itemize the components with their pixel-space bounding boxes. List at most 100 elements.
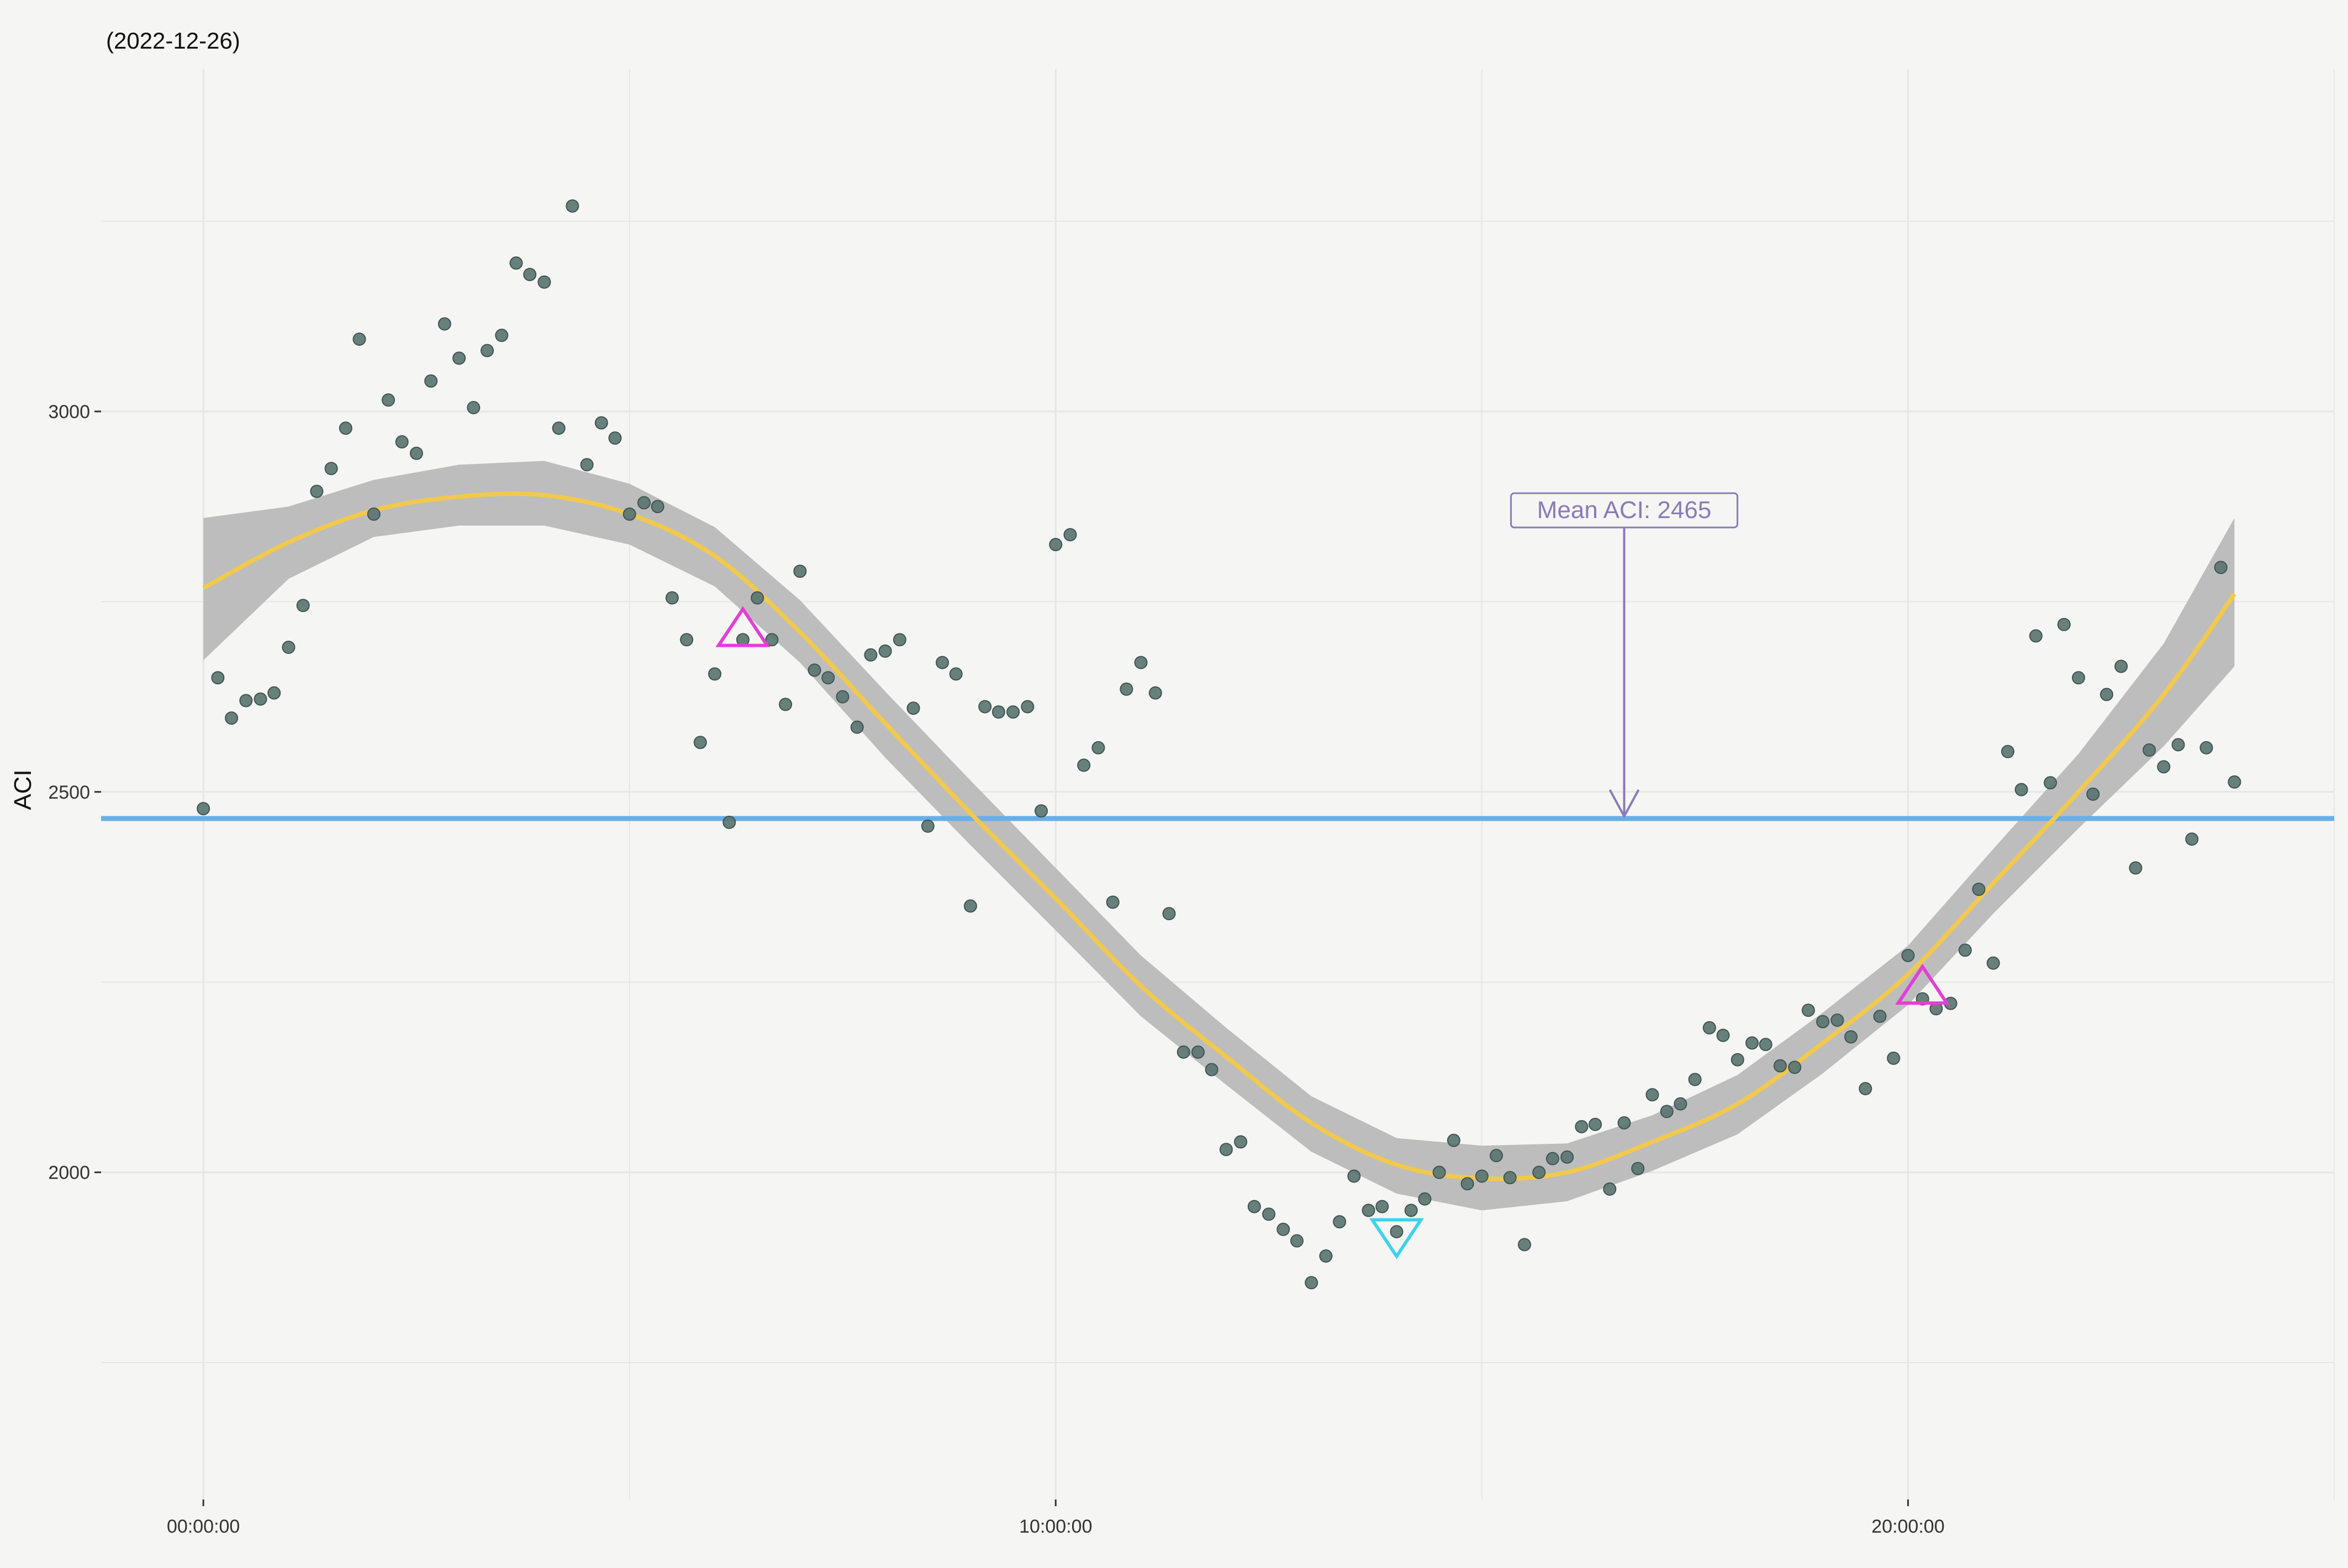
x-tick-label: 20:00:00 — [1871, 1516, 1944, 1537]
data-point — [808, 663, 821, 677]
data-point — [651, 500, 664, 514]
data-point — [1503, 1171, 1517, 1185]
data-point — [991, 705, 1005, 719]
y-tick-label: 2000 — [48, 1163, 90, 1184]
data-point — [1120, 682, 1133, 696]
data-point — [1475, 1169, 1489, 1183]
data-point — [310, 484, 324, 498]
data-point — [1375, 1200, 1389, 1213]
data-point — [1560, 1150, 1574, 1164]
data-point — [1219, 1143, 1233, 1157]
data-point — [580, 458, 594, 472]
data-point — [2171, 738, 2185, 752]
data-point — [1716, 1028, 1730, 1042]
data-point — [722, 815, 736, 829]
smooth-line-group — [202, 491, 2236, 1181]
data-point — [1106, 895, 1120, 909]
data-point — [1035, 804, 1048, 818]
plot-background — [101, 69, 2334, 1500]
data-points — [197, 199, 2241, 1290]
mean-label-text: Mean ACI: 2465 — [1537, 497, 1712, 524]
data-point — [1404, 1203, 1418, 1217]
data-point — [2214, 561, 2228, 574]
data-point — [978, 700, 992, 714]
data-point — [1418, 1192, 1432, 1206]
data-point — [1148, 686, 1162, 700]
data-point — [1759, 1038, 1772, 1052]
trough-marker — [1369, 1218, 1424, 1260]
data-point — [1490, 1149, 1503, 1163]
data-point — [1745, 1036, 1759, 1050]
data-point — [751, 591, 764, 605]
data-point — [1333, 1215, 1347, 1229]
data-point — [1290, 1234, 1304, 1248]
data-point — [1788, 1060, 1802, 1074]
data-point — [1688, 1073, 1702, 1086]
data-point — [2143, 743, 2156, 757]
ribbon-area — [203, 461, 2235, 1211]
data-point — [2157, 760, 2171, 774]
mean-label-box — [1510, 492, 1739, 529]
data-point — [608, 431, 622, 445]
data-point — [1830, 1013, 1844, 1027]
peak-marker — [1895, 963, 1950, 1005]
smooth-line — [202, 491, 2236, 1181]
data-point — [1347, 1169, 1361, 1183]
data-point — [395, 435, 409, 449]
data-point — [1702, 1021, 1716, 1034]
data-point — [2099, 688, 2113, 701]
data-point — [1432, 1165, 1446, 1179]
data-point — [1162, 907, 1176, 921]
data-point — [1518, 1238, 1532, 1252]
data-point — [339, 421, 352, 435]
data-point — [864, 648, 878, 662]
data-point — [1460, 1177, 1474, 1191]
data-point — [452, 351, 466, 365]
data-point — [1958, 943, 1972, 957]
data-point — [878, 644, 892, 658]
data-point — [1390, 1225, 1403, 1239]
data-point — [1674, 1097, 1687, 1111]
data-point — [594, 416, 608, 430]
data-point — [1362, 1203, 1375, 1217]
data-point — [622, 507, 636, 521]
data-point — [267, 686, 281, 700]
data-point — [239, 694, 253, 708]
data-point — [1091, 741, 1105, 754]
data-point — [367, 507, 381, 521]
data-point — [1660, 1105, 1674, 1118]
data-point — [2029, 629, 2043, 643]
data-point — [1063, 528, 1077, 542]
x-tick-label: 10:00:00 — [1019, 1516, 1092, 1537]
y-axis-label: ACI — [9, 769, 36, 810]
data-point — [424, 374, 438, 388]
data-point — [1049, 538, 1063, 552]
data-point — [1645, 1088, 1659, 1102]
data-point — [537, 275, 551, 289]
data-point — [1305, 1276, 1318, 1290]
chart-title: (2022-12-26) — [106, 28, 240, 54]
data-point — [1205, 1063, 1218, 1076]
data-point — [552, 421, 566, 435]
data-point — [282, 641, 296, 654]
data-point — [2114, 659, 2128, 673]
data-point — [1021, 700, 1035, 714]
data-point — [1319, 1249, 1333, 1263]
data-point — [850, 720, 864, 734]
data-point — [509, 256, 523, 270]
data-point — [324, 462, 338, 476]
data-point — [1077, 758, 1091, 772]
x-tick-label: 00:00:00 — [167, 1516, 240, 1537]
axes: 00:00:00 10:00:00 20:00:00 2000 2500 3000 — [48, 402, 1944, 1537]
data-point — [437, 317, 451, 331]
data-point — [1234, 1135, 1248, 1149]
data-point — [1801, 1004, 1815, 1017]
data-point — [1247, 1200, 1261, 1213]
data-point — [1730, 1053, 1744, 1067]
data-point — [1901, 948, 1915, 962]
data-point — [936, 656, 949, 669]
data-point — [1873, 1010, 1887, 1023]
data-point — [2001, 745, 2014, 758]
